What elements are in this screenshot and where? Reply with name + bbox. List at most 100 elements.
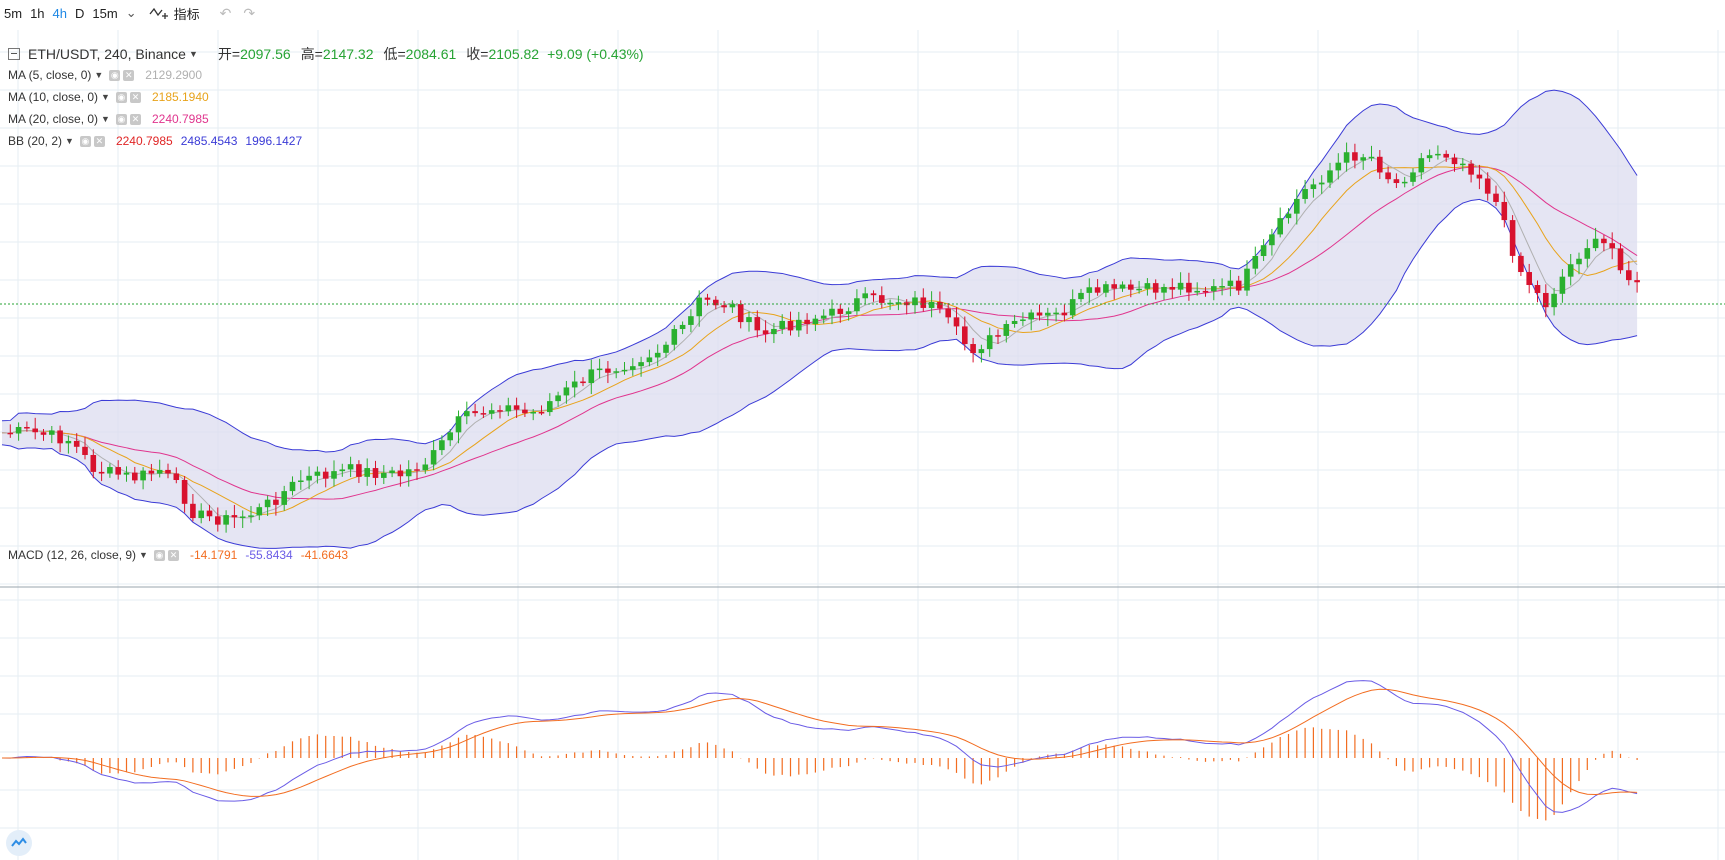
chevron-down-icon[interactable]: ▼ (101, 114, 110, 124)
candle-body (820, 315, 827, 319)
chart-area[interactable] (0, 30, 1725, 860)
eye-icon[interactable]: ◉ (109, 69, 121, 81)
candle-body (1302, 189, 1308, 199)
candle-body (73, 440, 80, 447)
candle-body (903, 302, 910, 306)
candle-body (248, 515, 254, 517)
candle-body (339, 469, 346, 472)
collapse-icon[interactable] (8, 48, 20, 60)
close-icon[interactable]: ✕ (123, 69, 135, 81)
timeframe-chevron-down-icon[interactable]: ⌄ (125, 5, 137, 20)
candle-body (289, 481, 296, 492)
candle-body (1136, 288, 1142, 291)
candle-body (1592, 238, 1599, 249)
candle-body (314, 471, 321, 476)
eye-icon[interactable]: ◉ (153, 549, 165, 561)
candle-body (613, 371, 619, 373)
candle-body (505, 405, 512, 412)
candle-body (1128, 284, 1134, 290)
candle-body (1186, 282, 1192, 293)
redo-icon[interactable]: ↷ (243, 4, 256, 21)
candle-body (1219, 286, 1225, 288)
chevron-down-icon[interactable]: ▼ (65, 136, 74, 146)
eye-icon[interactable]: ◉ (79, 135, 91, 147)
candle-body (1460, 163, 1466, 166)
candle-body (107, 467, 113, 474)
ma10-name[interactable]: MA (10, close, 0) (8, 90, 99, 104)
indicators-button[interactable]: 指标 (149, 4, 200, 23)
tradingview-logo-icon[interactable] (6, 830, 32, 856)
candle-body (1285, 213, 1292, 219)
candle-body (115, 467, 121, 475)
candle-body (32, 428, 38, 433)
close-icon[interactable]: ✕ (167, 549, 179, 561)
undo-icon[interactable]: ↶ (219, 4, 232, 21)
close-icon[interactable]: ✕ (93, 135, 105, 147)
ma5-legend: MA (5, close, 0) ▼ ◉ ✕ 2129.2900 (8, 68, 202, 82)
candle-body (713, 299, 719, 306)
candle-body (1501, 201, 1508, 221)
macd-line-value: -55.8434 (245, 548, 293, 562)
candle-body (1493, 193, 1499, 202)
candle-body (447, 432, 453, 441)
candle-body (1559, 276, 1566, 294)
symbol-title[interactable]: ETH/USDT, 240, Binance (28, 46, 186, 62)
candle-body (837, 308, 844, 314)
candle-body (281, 491, 287, 505)
eye-icon[interactable]: ◉ (115, 113, 127, 125)
ma20-legend: MA (20, close, 0) ▼ ◉ ✕ 2240.7985 (8, 112, 209, 126)
macd-signal-line (1, 688, 1638, 797)
candle-body (256, 507, 263, 516)
timeframe-5m[interactable]: 5m (4, 5, 23, 21)
candle-body (331, 471, 337, 479)
candle-body (347, 464, 354, 470)
candle-body (986, 335, 993, 350)
candle-body (215, 516, 221, 525)
candle-body (887, 302, 893, 305)
close-icon[interactable]: ✕ (129, 113, 141, 125)
candle-body (1169, 286, 1176, 290)
candle-body (389, 470, 395, 473)
candle-body (704, 297, 711, 300)
price-chart[interactable] (0, 30, 1725, 860)
bb-upper-line (1, 89, 1638, 453)
candle-body (1410, 172, 1416, 182)
candle-body (1227, 280, 1234, 287)
open-label: 开= (217, 46, 241, 62)
candle-body (580, 381, 586, 384)
candle-body (1318, 182, 1325, 185)
candle-body (1451, 157, 1458, 165)
close-icon[interactable]: ✕ (129, 91, 141, 103)
candle-body (729, 304, 736, 308)
candle-body (1526, 272, 1532, 286)
candle-body (1061, 312, 1068, 316)
bb-name[interactable]: BB (20, 2) (8, 134, 63, 148)
ma20-name[interactable]: MA (20, close, 0) (8, 112, 99, 126)
macd-name[interactable]: MACD (12, 26, close, 9) (8, 548, 137, 562)
low-value: 2084.61 (405, 46, 457, 62)
indicators-label: 指标 (173, 6, 200, 22)
candle-body (596, 368, 603, 371)
candle-body (978, 349, 985, 354)
candle-body (24, 426, 30, 429)
chevron-down-icon[interactable]: ▼ (139, 550, 148, 560)
chevron-down-icon[interactable]: ▼ (94, 70, 104, 80)
ma5-name[interactable]: MA (5, close, 0) (8, 68, 92, 82)
candle-body (1277, 218, 1283, 235)
timeframe-d[interactable]: D (75, 5, 85, 21)
candle-body (1269, 234, 1275, 246)
candle-body (571, 381, 578, 388)
timeframe-15m[interactable]: 15m (92, 5, 118, 21)
chevron-down-icon[interactable]: ▼ (188, 49, 198, 59)
timeframe-4h[interactable]: 4h (52, 5, 67, 21)
candle-body (671, 329, 678, 345)
timeframe-1h[interactable]: 1h (30, 5, 45, 21)
candle-body (787, 320, 794, 331)
eye-icon[interactable]: ◉ (115, 91, 127, 103)
candle-body (1028, 312, 1034, 320)
candle-body (206, 510, 213, 517)
candle-body (870, 293, 877, 296)
candle-body (746, 317, 752, 323)
chevron-down-icon[interactable]: ▼ (101, 92, 110, 102)
candle-body (1401, 181, 1408, 184)
